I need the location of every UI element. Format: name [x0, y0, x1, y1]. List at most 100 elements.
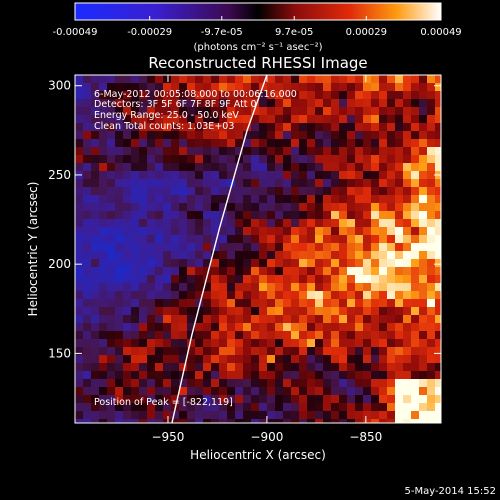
- heatmap-cell: [347, 307, 356, 316]
- heatmap-cell: [99, 235, 108, 244]
- heatmap-cell: [275, 155, 284, 164]
- heatmap-cell: [395, 315, 404, 324]
- heatmap-cell: [379, 363, 388, 372]
- heatmap-cell: [307, 131, 316, 140]
- heatmap-cell: [83, 299, 92, 308]
- heatmap-cell: [307, 243, 316, 252]
- heatmap-cell: [363, 107, 372, 116]
- heatmap-cell: [179, 91, 188, 100]
- heatmap-cell: [179, 339, 188, 348]
- heatmap-cell: [155, 179, 164, 188]
- heatmap-cell: [419, 347, 428, 356]
- heatmap-cell: [379, 211, 388, 220]
- heatmap-cell: [75, 75, 84, 84]
- footer-date: 5-May-2014 15:52: [404, 486, 496, 497]
- heatmap-cell: [203, 219, 212, 228]
- heatmap-cell: [331, 291, 340, 300]
- heatmap-cell: [307, 99, 316, 108]
- heatmap-cell: [123, 387, 132, 396]
- heatmap-cell: [299, 211, 308, 220]
- heatmap-cell: [363, 291, 372, 300]
- heatmap-cell: [411, 123, 420, 132]
- heatmap-cell: [195, 387, 204, 396]
- heatmap-cell: [187, 395, 196, 404]
- heatmap-cell: [179, 83, 188, 92]
- heatmap-cell: [259, 211, 268, 220]
- heatmap-cell: [219, 187, 228, 196]
- heatmap-cell: [155, 163, 164, 172]
- heatmap-cell: [131, 291, 140, 300]
- heatmap-cell: [211, 219, 220, 228]
- heatmap-cell: [91, 387, 100, 396]
- heatmap-cell: [355, 155, 364, 164]
- heatmap-cell: [147, 75, 156, 84]
- heatmap-cell: [315, 371, 324, 380]
- heatmap-cell: [195, 363, 204, 372]
- heatmap-cell: [251, 139, 260, 148]
- heatmap-cell: [131, 403, 140, 412]
- heatmap-cell: [211, 291, 220, 300]
- heatmap-cell: [219, 139, 228, 148]
- heatmap-cell: [107, 227, 116, 236]
- heatmap-cell: [403, 411, 412, 420]
- heatmap-cell: [395, 275, 404, 284]
- heatmap-cell: [275, 123, 284, 132]
- heatmap-cell: [131, 339, 140, 348]
- heatmap-cell: [299, 99, 308, 108]
- heatmap-cell: [299, 371, 308, 380]
- heatmap-cell: [307, 267, 316, 276]
- heatmap-cell: [251, 371, 260, 380]
- heatmap-cell: [379, 275, 388, 284]
- heatmap-cell: [323, 83, 332, 92]
- heatmap-cell: [219, 403, 228, 412]
- heatmap-cell: [115, 235, 124, 244]
- heatmap-cell: [419, 323, 428, 332]
- heatmap-cell: [139, 139, 148, 148]
- heatmap-cell: [395, 363, 404, 372]
- heatmap-cell: [363, 331, 372, 340]
- heatmap-cell: [291, 227, 300, 236]
- heatmap-cell: [347, 387, 356, 396]
- heatmap-cell: [419, 267, 428, 276]
- heatmap-cell: [187, 179, 196, 188]
- heatmap-cell: [227, 355, 236, 364]
- heatmap-cell: [83, 267, 92, 276]
- heatmap-cell: [203, 203, 212, 212]
- heatmap-cell: [131, 251, 140, 260]
- heatmap-cell: [371, 227, 380, 236]
- heatmap-cell: [91, 347, 100, 356]
- heatmap-cell: [115, 411, 124, 420]
- heatmap-cell: [75, 219, 84, 228]
- heatmap-cell: [355, 379, 364, 388]
- heatmap-cell: [275, 403, 284, 412]
- heatmap-cell: [115, 291, 124, 300]
- heatmap-cell: [147, 163, 156, 172]
- heatmap-cell: [331, 171, 340, 180]
- heatmap-cell: [427, 163, 436, 172]
- heatmap-cell: [251, 243, 260, 252]
- heatmap-cell: [163, 75, 172, 84]
- heatmap-cell: [171, 107, 180, 116]
- heatmap-cell: [331, 251, 340, 260]
- heatmap-cell: [371, 323, 380, 332]
- x-tick-label: −900: [250, 430, 283, 444]
- heatmap-cell: [395, 299, 404, 308]
- heatmap-cell: [139, 299, 148, 308]
- heatmap-cell: [363, 115, 372, 124]
- heatmap-cell: [283, 299, 292, 308]
- heatmap-cell: [75, 163, 84, 172]
- heatmap-cell: [147, 315, 156, 324]
- y-tick-label: 200: [48, 257, 71, 271]
- heatmap-cell: [123, 219, 132, 228]
- heatmap-cell: [251, 227, 260, 236]
- heatmap-cell: [435, 395, 441, 404]
- heatmap-cell: [411, 131, 420, 140]
- heatmap-cell: [403, 307, 412, 316]
- heatmap-cell: [131, 131, 140, 140]
- heatmap-cell: [131, 363, 140, 372]
- heatmap-cell: [219, 411, 228, 420]
- heatmap-cell: [371, 99, 380, 108]
- heatmap-cell: [163, 163, 172, 172]
- heatmap-cell: [91, 131, 100, 140]
- heatmap-cell: [139, 347, 148, 356]
